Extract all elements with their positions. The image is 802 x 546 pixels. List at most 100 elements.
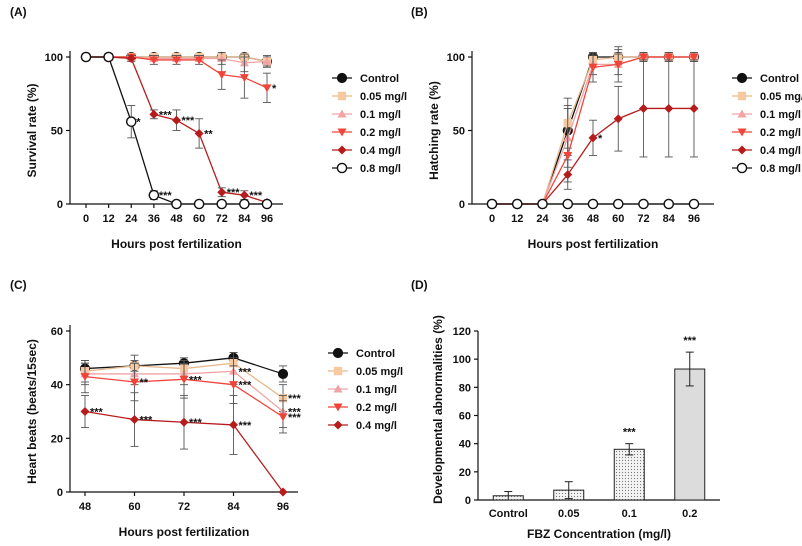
x-axis-title: Hours post fertilization bbox=[528, 237, 659, 251]
legend-label: Control bbox=[760, 73, 799, 85]
y-tick-label: 50 bbox=[51, 126, 63, 138]
y-axis-title: Heart beats (beats/15sec) bbox=[25, 339, 39, 484]
x-tick-label: 96 bbox=[261, 213, 273, 225]
data-point bbox=[229, 381, 238, 390]
y-tick-label: 80 bbox=[459, 382, 471, 394]
x-tick-label: 12 bbox=[511, 213, 523, 225]
panel-3: (D) 0 20 40 60 80 100 120 Control 0.05 *** 0.1 *** 0.… bbox=[411, 278, 720, 541]
y-tick-label: 20 bbox=[51, 433, 63, 445]
legend-label: 0.2 mg/l bbox=[356, 402, 397, 414]
significance-label: *** bbox=[239, 380, 253, 392]
legend-label: 0.8 mg/l bbox=[360, 163, 401, 175]
legend-label: 0.8 mg/l bbox=[760, 163, 801, 175]
legend-item: Control bbox=[332, 72, 399, 85]
data-point bbox=[612, 198, 624, 210]
x-tick-label: 60 bbox=[128, 501, 140, 513]
legend-label: Control bbox=[356, 348, 395, 360]
y-tick-label: 0 bbox=[459, 199, 465, 211]
data-point bbox=[194, 56, 204, 65]
data-point bbox=[563, 151, 573, 160]
significance-label: *** bbox=[140, 415, 154, 427]
legend-marker bbox=[737, 145, 747, 155]
legend-marker bbox=[737, 91, 747, 101]
data-point bbox=[239, 198, 250, 210]
data-point bbox=[179, 417, 189, 427]
legend-marker bbox=[337, 128, 347, 137]
x-tick-label: 0 bbox=[83, 213, 89, 225]
legend-label: 0.1 mg/l bbox=[760, 109, 801, 121]
x-tick-label: 48 bbox=[170, 213, 182, 225]
x-tick-label: 84 bbox=[663, 213, 676, 225]
significance-label: *** bbox=[239, 366, 253, 378]
legend-item: 0.8 mg/l bbox=[732, 162, 801, 175]
significance-label: *** bbox=[159, 190, 173, 202]
data-point bbox=[217, 187, 227, 197]
data-point bbox=[179, 375, 189, 384]
series-5 bbox=[486, 198, 700, 210]
x-tick-label: 36 bbox=[562, 213, 574, 225]
significance-label: *** bbox=[159, 109, 173, 121]
legend-item: 0.4 mg/l bbox=[332, 145, 401, 157]
x-tick-label: 36 bbox=[148, 213, 160, 225]
y-tick-label: 0 bbox=[465, 495, 471, 507]
x-tick-label: 0.1 bbox=[622, 508, 637, 520]
significance-label: * bbox=[272, 83, 277, 95]
data-point bbox=[262, 84, 272, 93]
legend-marker bbox=[336, 72, 348, 84]
x-tick-label: 48 bbox=[587, 213, 599, 225]
legend-label: 0.4 mg/l bbox=[760, 145, 801, 157]
data-point bbox=[239, 190, 249, 200]
significance-label: * bbox=[136, 117, 141, 129]
data-point bbox=[664, 103, 674, 113]
legend-marker bbox=[337, 91, 347, 101]
data-point bbox=[588, 63, 598, 72]
bar-group: *** 0.2 bbox=[674, 335, 706, 520]
data-point bbox=[194, 128, 204, 138]
y-tick-label: 40 bbox=[51, 380, 63, 392]
legend-item: 0.8 mg/l bbox=[332, 162, 401, 175]
series-4: *** ******** *** bbox=[81, 52, 272, 208]
data-point bbox=[125, 116, 137, 127]
data-point bbox=[193, 198, 205, 210]
legend-label: 0.05 mg/l bbox=[360, 91, 407, 103]
bar bbox=[674, 368, 706, 501]
x-tick-label: 72 bbox=[216, 213, 228, 225]
data-point bbox=[587, 198, 599, 210]
legend-item: 0.1 mg/l bbox=[332, 109, 401, 121]
data-point bbox=[638, 198, 649, 210]
data-point bbox=[688, 198, 700, 210]
x-tick-label: 0 bbox=[489, 213, 495, 225]
data-point bbox=[262, 56, 272, 65]
y-tick-label: 40 bbox=[459, 439, 471, 451]
x-tick-label: 84 bbox=[238, 213, 251, 225]
data-point bbox=[126, 53, 136, 63]
data-point bbox=[689, 103, 699, 113]
legend-label: Control bbox=[360, 73, 399, 85]
significance-label: *** bbox=[249, 190, 263, 202]
data-point bbox=[80, 51, 92, 63]
legend-marker bbox=[332, 347, 344, 359]
y-axis-title: Survival rate (%) bbox=[25, 83, 39, 177]
significance-label: *** bbox=[288, 412, 302, 424]
legend-marker bbox=[333, 366, 343, 376]
series-4: *** *** *** *** bbox=[80, 392, 288, 497]
data-point bbox=[261, 198, 273, 210]
legend-marker bbox=[333, 384, 343, 393]
data-point bbox=[148, 189, 160, 201]
legend-item: 0.05 mg/l bbox=[328, 366, 403, 378]
legend-item: 0.2 mg/l bbox=[328, 402, 397, 414]
legend-item: 0.05 mg/l bbox=[732, 91, 802, 103]
data-point bbox=[664, 53, 674, 62]
legend-item: 0.2 mg/l bbox=[332, 127, 401, 139]
panel-0: (A) 0 50 100 0 12 24 36 48 60 72 84 96 Hours post fer… bbox=[10, 5, 407, 251]
x-tick-label: 0.05 bbox=[558, 508, 579, 520]
legend-label: 0.2 mg/l bbox=[360, 127, 401, 139]
bar-group: 0.05 bbox=[553, 481, 585, 520]
data-point bbox=[130, 378, 139, 387]
data-point bbox=[639, 103, 648, 113]
legend-marker bbox=[333, 420, 343, 430]
data-point bbox=[486, 198, 498, 210]
panel-label: (D) bbox=[411, 278, 428, 292]
y-tick-label: 60 bbox=[51, 326, 63, 338]
legend-item: 0.4 mg/l bbox=[328, 420, 397, 432]
